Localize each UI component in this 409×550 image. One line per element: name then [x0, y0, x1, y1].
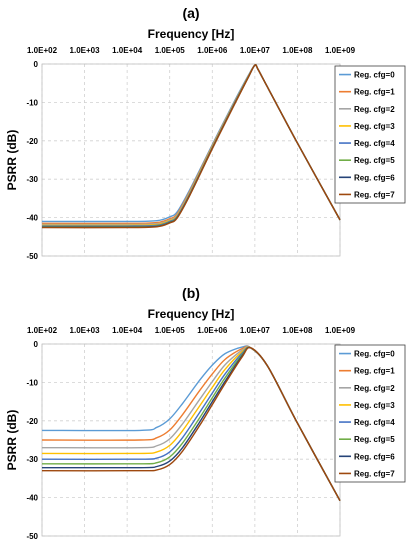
y-tick-label: 0: [34, 60, 39, 69]
legend-box: [334, 344, 406, 483]
series-line-7: [41, 64, 341, 229]
legend-label-4: Reg. cfg=4: [354, 418, 395, 427]
legend-label-2: Reg. cfg=2: [354, 105, 395, 114]
legend-label-0: Reg. cfg=0: [354, 350, 395, 359]
legend-label-3: Reg. cfg=3: [354, 401, 395, 410]
series-line-3: [41, 346, 341, 502]
panel-label: (b): [182, 285, 200, 301]
y-axis-title: PSRR (dB): [5, 410, 19, 471]
panel-label: (a): [182, 5, 199, 21]
x-tick-label: 1.0E+03: [70, 46, 101, 55]
x-tick-label: 1.0E+09: [325, 46, 356, 55]
x-tick-label: 1.0E+08: [282, 326, 313, 335]
legend-label-0: Reg. cfg=0: [354, 71, 395, 80]
chart-panel-0: (a) Frequency [Hz] PSRR (dB) 1.0E+02 1.0E+03…: [5, 5, 406, 261]
legend-label-7: Reg. cfg=7: [354, 190, 395, 199]
x-tick-label: 1.0E+07: [240, 46, 271, 55]
x-tick-label: 1.0E+07: [240, 326, 271, 335]
y-tick-label: -10: [26, 98, 38, 107]
y-tick-label: -30: [26, 455, 38, 464]
chart-panel-1: (b) Frequency [Hz] PSRR (dB) 1.0E+02 1.0E+03…: [5, 285, 406, 541]
series-line-6: [41, 346, 341, 502]
y-tick-label: -40: [26, 214, 38, 223]
y-tick-label: -10: [26, 378, 38, 387]
y-tick-label: -30: [26, 175, 38, 184]
series-line-2: [41, 346, 341, 502]
x-tick-label: 1.0E+04: [112, 46, 143, 55]
y-tick-label: -20: [26, 137, 38, 146]
series-line-6: [41, 64, 341, 228]
y-tick-label: 0: [34, 340, 39, 349]
y-axis-title: PSRR (dB): [5, 130, 19, 191]
legend-label-5: Reg. cfg=5: [354, 435, 395, 444]
x-tick-label: 1.0E+02: [27, 46, 58, 55]
legend-label-7: Reg. cfg=7: [354, 469, 395, 478]
series-line-2: [41, 64, 341, 226]
x-tick-label: 1.0E+05: [155, 326, 186, 335]
legend-label-6: Reg. cfg=6: [354, 452, 395, 461]
legend-label-2: Reg. cfg=2: [354, 384, 395, 393]
legend: Reg. cfg=0 Reg. cfg=1 Reg. cfg=2 Reg. cfg=3…: [334, 65, 406, 204]
legend-label-1: Reg. cfg=1: [354, 88, 395, 97]
x-tick-label: 1.0E+09: [325, 326, 356, 335]
x-tick-label: 1.0E+05: [155, 46, 186, 55]
legend-label-4: Reg. cfg=4: [354, 139, 395, 148]
series-line-4: [41, 346, 341, 502]
series-group: [41, 345, 341, 502]
series-line-4: [41, 64, 341, 227]
series-line-1: [41, 345, 341, 502]
y-tick-label: -40: [26, 494, 38, 503]
series-line-0: [41, 345, 341, 502]
x-tick-label: 1.0E+08: [282, 46, 313, 55]
series-group: [41, 64, 341, 229]
x-tick-label: 1.0E+06: [197, 46, 228, 55]
x-tick-label: 1.0E+06: [197, 326, 228, 335]
legend: Reg. cfg=0 Reg. cfg=1 Reg. cfg=2 Reg. cfg=3…: [334, 344, 406, 483]
x-axis-title: Frequency [Hz]: [148, 307, 235, 321]
series-line-1: [41, 64, 341, 225]
series-line-5: [41, 346, 341, 502]
x-tick-label: 1.0E+02: [27, 326, 58, 335]
y-tick-label: -20: [26, 417, 38, 426]
legend-label-1: Reg. cfg=1: [354, 367, 395, 376]
legend-box: [334, 65, 406, 204]
x-tick-label: 1.0E+04: [112, 326, 143, 335]
y-tick-label: -50: [26, 532, 38, 541]
y-tick-label: -50: [26, 252, 38, 261]
legend-label-5: Reg. cfg=5: [354, 156, 395, 165]
series-line-3: [41, 64, 341, 227]
x-axis-title: Frequency [Hz]: [148, 27, 235, 41]
x-tick-label: 1.0E+03: [70, 326, 101, 335]
series-line-0: [41, 64, 341, 223]
legend-label-6: Reg. cfg=6: [354, 173, 395, 182]
series-line-7: [41, 346, 341, 502]
legend-label-3: Reg. cfg=3: [354, 122, 395, 131]
series-line-5: [41, 64, 341, 228]
